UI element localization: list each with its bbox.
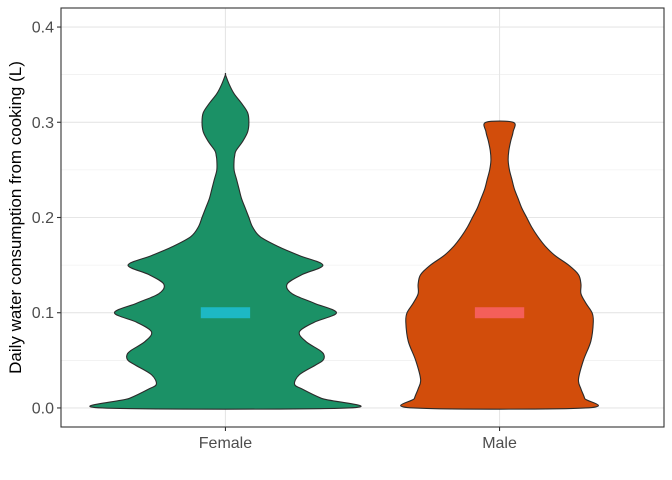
violin-male — [400, 120, 599, 410]
median-markers — [200, 307, 525, 319]
y-tick-label: 0.3 — [32, 115, 54, 132]
violins — [89, 72, 599, 410]
violin-female — [89, 72, 362, 410]
y-tick-label: 0.4 — [32, 20, 54, 37]
y-tick-label: 0.2 — [32, 210, 54, 227]
x-tick-label-male: Male — [482, 435, 517, 452]
y-axis-ticks: 0.0 0.1 0.2 0.3 0.4 — [32, 20, 61, 417]
y-tick-label: 0.1 — [32, 305, 54, 322]
median-marker-female — [200, 307, 251, 319]
y-axis-title: Daily water consumption from cooking (L) — [6, 61, 25, 374]
y-tick-label: 0.0 — [32, 400, 54, 417]
median-marker-male — [474, 307, 525, 319]
x-tick-label-female: Female — [199, 435, 252, 452]
x-axis-ticks: Female Male — [199, 427, 517, 452]
